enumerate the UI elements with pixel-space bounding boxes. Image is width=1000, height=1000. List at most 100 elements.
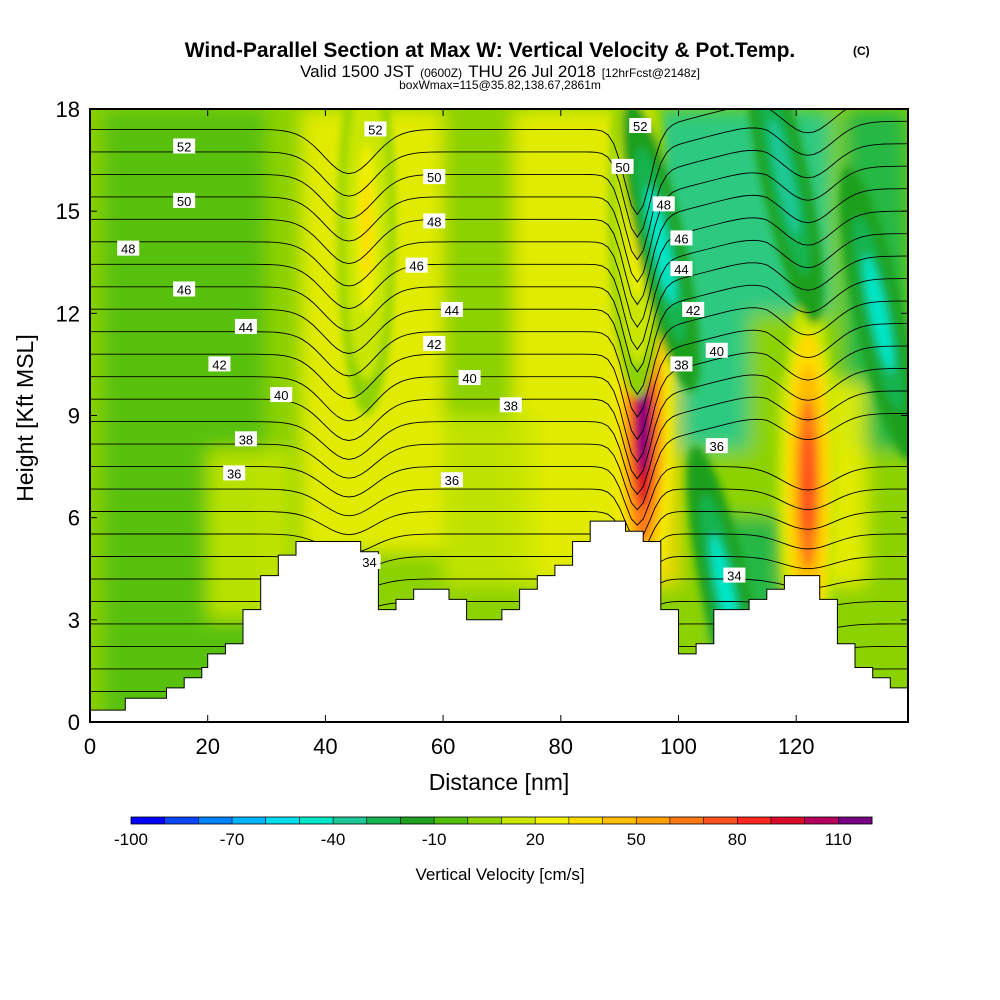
velocity-field-cores (337, 109, 908, 722)
theta-label-text: 36 (710, 439, 724, 454)
theta-label-text: 38 (504, 398, 518, 413)
valid-prefix: Valid 1500 JST (300, 62, 414, 81)
colorbar-swatch (838, 817, 873, 824)
theta-contour-line (90, 323, 908, 441)
updraft-core (361, 177, 372, 280)
theta-contour-line (90, 390, 908, 495)
theta-label-box (705, 342, 728, 358)
colorbar-swatch (568, 817, 604, 824)
colorbar-title: Vertical Velocity [cm/s] (415, 865, 584, 884)
theta-label: 42 (208, 356, 231, 372)
theta-contour-labels: 52 50 48 46 44 42 40 38 36 34 52 50 48 46 44 42 40 38 36 52… (117, 118, 746, 584)
colorbar-swatch (669, 817, 705, 824)
updraft-core (802, 432, 814, 535)
theta-contour-line (90, 165, 908, 283)
colorbar-swatch (198, 817, 233, 824)
theta-label: 40 (705, 342, 728, 359)
theta-contour-line (90, 210, 908, 328)
theta-label: 52 (364, 121, 387, 137)
theta-label-box (611, 158, 634, 174)
theta-label-text: 44 (674, 262, 688, 277)
theta-label-text: 34 (727, 569, 741, 584)
theta-label: 36 (440, 472, 463, 488)
colorbar (130, 816, 873, 825)
theta-label-box (705, 438, 728, 454)
theta-label-box (440, 472, 463, 488)
theta-label: 50 (611, 158, 634, 175)
theta-label: 40 (458, 370, 481, 386)
colorbar-swatch (400, 817, 435, 824)
theta-label: 34 (358, 553, 381, 570)
theta-label-text: 50 (615, 160, 629, 175)
x-tick-label: 20 (195, 734, 219, 759)
colorbar-swatch (366, 817, 401, 824)
y-tick-label: 12 (56, 301, 80, 326)
theta-label: 44 (440, 301, 463, 318)
downdraft-core (769, 118, 800, 236)
theta-label: 46 (173, 281, 196, 297)
colorbar-swatch (535, 817, 570, 824)
x-tick-label: 80 (549, 734, 573, 759)
theta-label: 42 (682, 301, 705, 318)
theta-label: 42 (423, 335, 446, 352)
theta-label-text: 40 (274, 388, 288, 403)
theta-contour-line (90, 233, 908, 351)
colorbar-swatch (602, 817, 637, 824)
theta-label: 36 (705, 438, 728, 454)
theta-label: 38 (670, 356, 693, 372)
theta-label-box (234, 318, 257, 334)
theta-label-box (234, 431, 257, 447)
theta-contour-line (90, 368, 908, 480)
valid-date: THU 26 Jul 2018 (468, 62, 596, 81)
theta-label-text: 46 (674, 231, 688, 246)
theta-label-box (670, 230, 693, 246)
theta-label-text: 40 (462, 371, 476, 386)
title-main: Wind-Parallel Section at Max W: Vertical… (185, 39, 796, 62)
theta-label-text: 38 (239, 432, 253, 447)
colorbar-swatch (265, 817, 300, 824)
theta-label-box (270, 387, 293, 403)
theta-label-box (405, 257, 428, 273)
x-tick-label: 120 (778, 734, 815, 759)
theta-label-text: 42 (427, 337, 441, 352)
theta-label: 44 (670, 261, 693, 277)
theta-label-box (723, 567, 746, 583)
theta-label-box (670, 356, 693, 372)
colorbar-tick-labels: -100 -70 -40 -10 20 50 80 110 (114, 830, 852, 849)
theta-label: 46 (670, 230, 693, 246)
theta-label-box (440, 301, 463, 317)
theta-label-box (423, 335, 446, 351)
theta-label: 52 (173, 138, 196, 154)
theta-label-text: 50 (427, 170, 441, 185)
theta-contour-line (90, 533, 908, 573)
valid-utc: (0600Z) (420, 66, 462, 80)
theta-label-text: 34 (362, 555, 376, 570)
theta-contour-line (90, 578, 908, 603)
x-tick-label: 100 (660, 734, 697, 759)
colorbar-swatch (232, 817, 267, 824)
theta-label-text: 52 (633, 119, 647, 134)
theta-contour-line (90, 120, 908, 238)
theta-label-text: 46 (409, 259, 423, 274)
y-tick-label: 18 (56, 97, 80, 122)
theta-label: 48 (423, 213, 446, 229)
y-tick-label: 3 (68, 608, 80, 633)
theta-label-box (223, 465, 246, 481)
forecast-info: [12hrFcst@2148z] (602, 66, 700, 80)
colorbar-swatch (737, 817, 772, 824)
colorbar-tick-label: 110 (825, 830, 852, 849)
colorbar-tick-label: 50 (627, 830, 646, 849)
theta-label-text: 46 (177, 282, 191, 297)
theta-label-text: 44 (239, 320, 253, 335)
theta-label-box (629, 118, 652, 134)
figure-title: Wind-Parallel Section at Max W: Vertical… (185, 39, 870, 62)
colorbar-swatch (804, 817, 839, 824)
theta-contour-line (90, 300, 908, 418)
theta-label: 46 (405, 257, 428, 274)
theta-label-box (458, 370, 481, 386)
theta-label-box (652, 196, 675, 212)
colorbar-swatch (501, 817, 536, 824)
colorbar-swatch (333, 817, 368, 824)
